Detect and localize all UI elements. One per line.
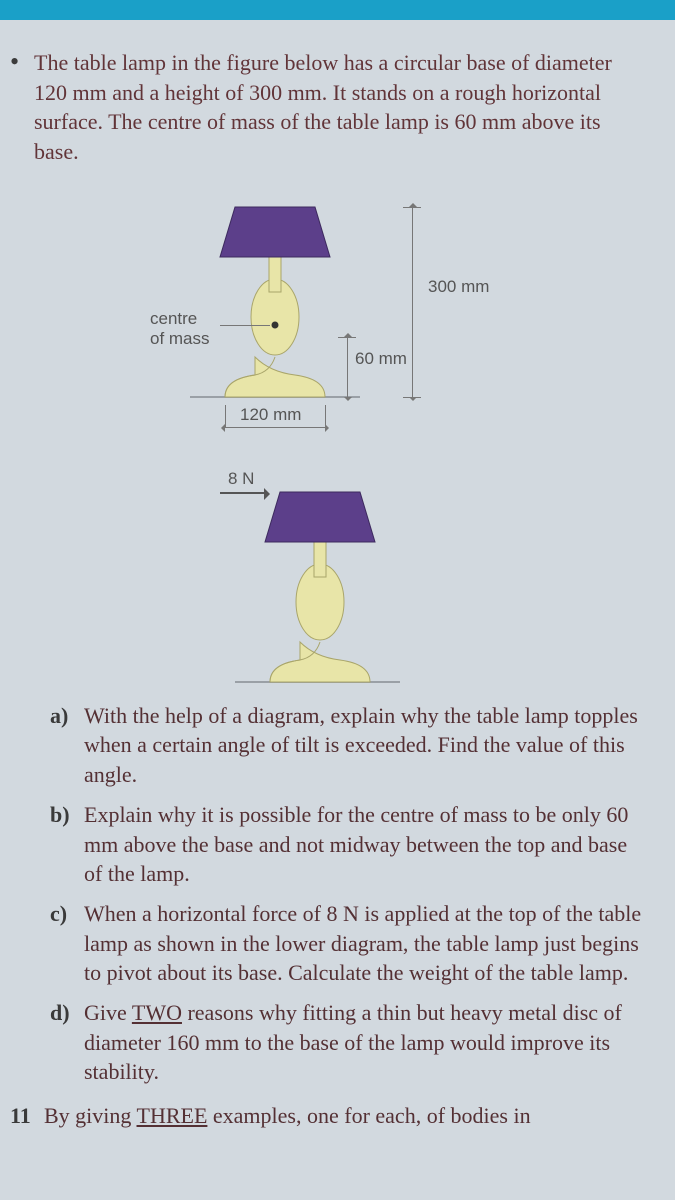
q11-pre: By giving (44, 1103, 137, 1128)
q11-number: 11 (10, 1103, 44, 1129)
part-c-text: When a horizontal force of 8 N is applie… (84, 899, 645, 988)
part-c-label: c) (50, 899, 84, 988)
question-11: 11 By giving THREE examples, one for eac… (10, 1103, 645, 1129)
com-leader (220, 325, 270, 326)
figure-area: centre of mass 300 mm 60 mm 120 mm (30, 187, 645, 687)
q11-post: examples, one for each, of bodies in (207, 1103, 530, 1128)
part-d-text: Give TWO reasons why fitting a thin but … (84, 998, 645, 1087)
dim-300-bot-tick (403, 397, 421, 398)
part-d-underline: TWO (132, 1000, 182, 1025)
part-a-text: With the help of a diagram, explain why … (84, 701, 645, 790)
dim-300-label: 300 mm (428, 277, 489, 297)
part-d: d) Give TWO reasons why fitting a thin b… (10, 998, 645, 1087)
intro-text: The table lamp in the figure below has a… (34, 48, 645, 167)
lamp-lower (245, 482, 405, 702)
com-label-l1: centre (150, 309, 210, 329)
part-d-pre: Give (84, 1000, 132, 1025)
lamp-upper (200, 197, 350, 412)
bullet-icon: • (10, 48, 34, 167)
force-label: 8 N (228, 469, 254, 489)
part-d-label: d) (50, 998, 84, 1087)
com-label: centre of mass (150, 309, 210, 349)
part-b-label: b) (50, 800, 84, 889)
dim-60-arrow (347, 337, 348, 397)
part-a-label: a) (50, 701, 84, 790)
page-top-accent (0, 0, 675, 20)
q11-text: By giving THREE examples, one for each, … (44, 1103, 531, 1129)
dim-120-arrow (225, 427, 325, 428)
dim-120-label: 120 mm (240, 405, 301, 425)
force-arrow (220, 492, 268, 494)
dim-300-arrow (412, 207, 413, 397)
part-b: b) Explain why it is possible for the ce… (10, 800, 645, 889)
q11-underline: THREE (137, 1103, 208, 1128)
com-label-l2: of mass (150, 329, 210, 349)
question-intro: • The table lamp in the figure below has… (10, 48, 645, 167)
part-b-text: Explain why it is possible for the centr… (84, 800, 645, 889)
part-c: c) When a horizontal force of 8 N is app… (10, 899, 645, 988)
question-parts: a) With the help of a diagram, explain w… (10, 701, 645, 1087)
part-a: a) With the help of a diagram, explain w… (10, 701, 645, 790)
dim-120-tick-r (325, 405, 326, 427)
dim-120-tick-l (225, 405, 226, 427)
dim-60-label: 60 mm (355, 349, 407, 369)
